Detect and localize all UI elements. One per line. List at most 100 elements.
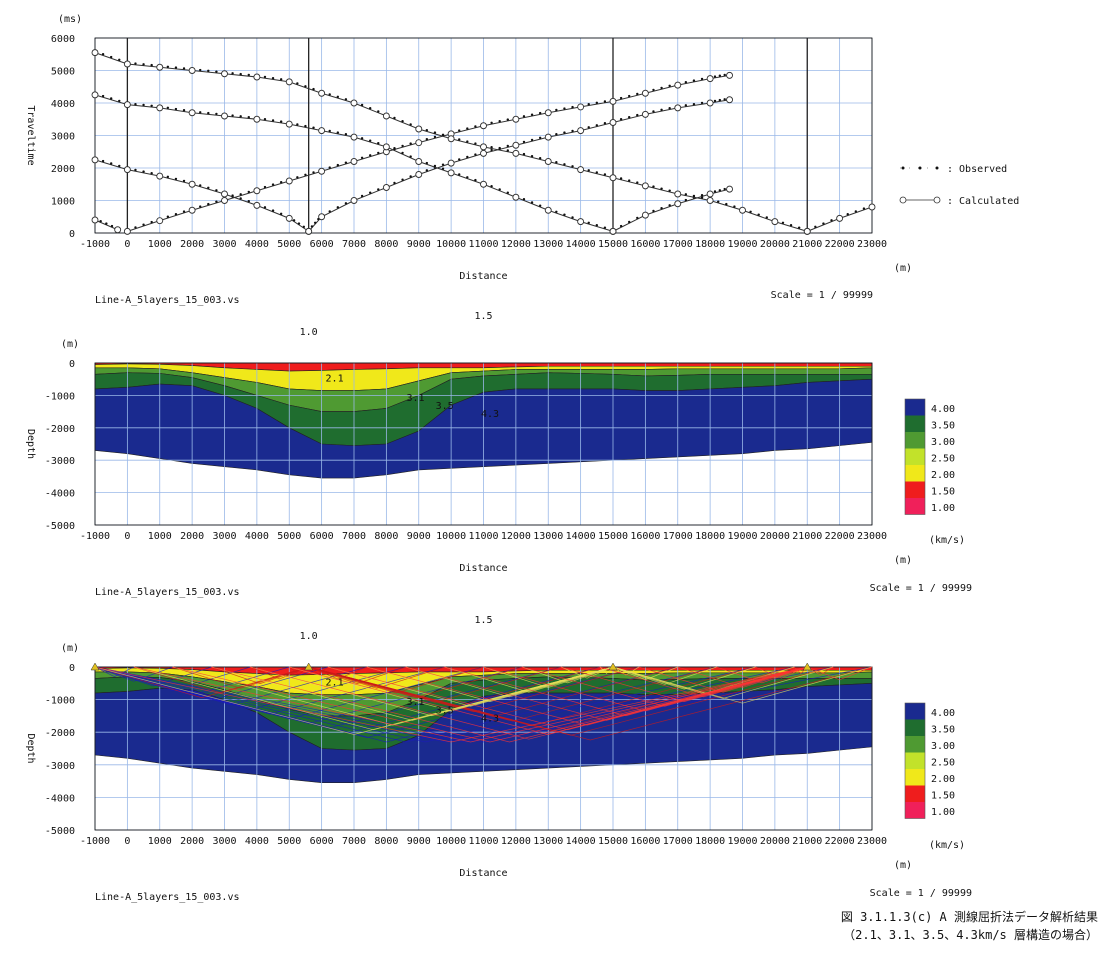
- observed-point: [142, 103, 145, 107]
- plot-frame: [94, 37, 873, 234]
- observed-point: [310, 225, 314, 228]
- calculated-point: [480, 122, 487, 130]
- observed-point: [846, 213, 849, 216]
- observed-point: [401, 144, 404, 148]
- observed-point: [571, 216, 574, 219]
- raypath: [308, 666, 873, 741]
- calculated-point: [188, 67, 196, 74]
- legend-calculated-marker: [933, 196, 941, 204]
- calculated-point: [706, 99, 714, 107]
- x-tick-label: 21000: [792, 239, 822, 250]
- x-tick-label: 15000: [598, 836, 628, 847]
- x-tick-label: 22000: [825, 239, 855, 250]
- observed-point: [150, 220, 153, 224]
- observed-point: [312, 171, 315, 174]
- x-tick-label: 8000: [374, 836, 398, 847]
- observed-point: [166, 65, 170, 68]
- calculated-point: [868, 203, 876, 211]
- calculated-point: [771, 218, 779, 226]
- observed-point: [409, 155, 412, 158]
- observed-point: [627, 115, 631, 119]
- observed-point: [660, 206, 663, 210]
- raypath: [522, 666, 614, 684]
- x-tick-label: 9000: [407, 836, 431, 847]
- y-tick-label: 0: [69, 359, 75, 370]
- raypath: [612, 666, 640, 676]
- observed-point: [174, 107, 178, 111]
- calculated-point: [285, 177, 293, 185]
- observed-point: [458, 173, 461, 176]
- observed-point: [506, 149, 509, 152]
- calculated-point: [512, 115, 520, 123]
- x-tick-label: 3000: [212, 239, 236, 250]
- colorbar-swatch: [905, 432, 925, 449]
- observed-point: [328, 166, 331, 169]
- legend-observed-dot: [935, 166, 939, 170]
- x-tick-label: 16000: [630, 239, 660, 250]
- observed-point: [134, 226, 137, 229]
- observed-point: [182, 179, 186, 183]
- observed-point: [522, 140, 526, 144]
- observed-point: [822, 222, 825, 225]
- colorbar-label: 1.00: [931, 807, 955, 818]
- observed-point: [174, 66, 178, 69]
- raypath: [405, 666, 614, 698]
- observed-point: [182, 210, 186, 213]
- observed-point: [142, 223, 145, 226]
- observed-point: [603, 173, 607, 176]
- observed-point: [368, 107, 372, 110]
- x-tick-label: 5000: [277, 239, 301, 250]
- observed-point: [668, 204, 671, 207]
- observed-point: [474, 142, 477, 145]
- observed-point: [425, 161, 429, 165]
- observed-point: [292, 219, 296, 222]
- x-tick-label: 10000: [436, 531, 466, 542]
- observed-point: [239, 197, 242, 200]
- y-tick-label: -5000: [45, 521, 75, 532]
- layer-velocity-label: 3.1: [406, 697, 424, 708]
- observed-point: [239, 72, 242, 76]
- calculated-point: [221, 70, 228, 78]
- raypaths: [94, 666, 873, 743]
- observed-point: [555, 133, 558, 136]
- calculated-point: [285, 214, 293, 222]
- x-tick-label: 12000: [501, 239, 531, 250]
- legend-calculated-label: : Calculated: [947, 196, 1019, 207]
- colorbar-swatch: [905, 736, 925, 753]
- x-tick-label: 19000: [727, 531, 757, 542]
- x-tick-label: 3000: [212, 836, 236, 847]
- x-tick-label: 0: [124, 531, 130, 542]
- x-tick-label: 23000: [857, 531, 887, 542]
- calculated-point: [415, 158, 423, 165]
- observed-point: [530, 113, 534, 116]
- observed-point: [312, 126, 315, 129]
- y-axis-title: Depth: [25, 429, 36, 459]
- legend: : Observed: Calculated: [899, 164, 1019, 207]
- colorbar-label: 2.50: [931, 454, 955, 465]
- y-axis-title: Depth: [25, 733, 36, 763]
- colorbar-swatch: [905, 448, 925, 465]
- observed-point: [725, 202, 728, 206]
- x-tick-label: 13000: [533, 239, 563, 250]
- observed-point: [215, 70, 218, 73]
- observed-point: [627, 220, 631, 224]
- observed-point: [215, 200, 218, 203]
- velocity-model-chart: -1000 0 1000 2000 3000 4000 5000 6000 7000 8000 90…: [25, 311, 972, 598]
- observed-point: [344, 202, 348, 205]
- observed-point: [595, 101, 599, 105]
- calculated-point: [544, 206, 552, 214]
- observed-point: [393, 116, 396, 120]
- observed-point: [490, 185, 493, 188]
- calculated-point: [512, 141, 520, 149]
- colorbar-label: 1.50: [931, 487, 955, 498]
- x-tick-label: 11000: [468, 239, 498, 250]
- colorbar-label: 1.50: [931, 791, 955, 802]
- observed-point: [328, 93, 331, 96]
- observed-point: [377, 141, 380, 145]
- x-tick-label: 11000: [468, 531, 498, 542]
- raypath: [638, 666, 808, 693]
- observed-point: [700, 196, 704, 199]
- x-tick-label: 4000: [245, 836, 269, 847]
- traveltime-chart: -1000 0 1000 2000 3000 4000 5000 6000 7000 8000 90…: [25, 14, 1019, 306]
- observed-point: [587, 103, 590, 106]
